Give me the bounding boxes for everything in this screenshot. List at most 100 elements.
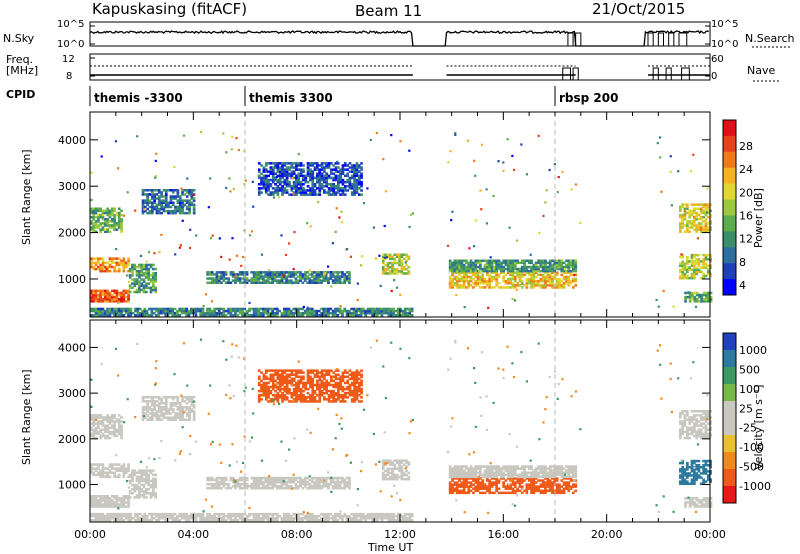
velocity-cell: [278, 476, 281, 480]
velocity-cell: [151, 416, 154, 419]
power-cell: [122, 314, 126, 317]
velocity-cell: [341, 480, 344, 484]
velocity-cell: [285, 375, 289, 378]
velocity-cell: [285, 379, 289, 383]
velocity-cell: [329, 480, 333, 484]
power-cell: [306, 314, 309, 317]
power-cell: [483, 259, 487, 262]
velocity-cell: [113, 473, 116, 477]
velocity-cell: [257, 400, 261, 403]
power-cell: [142, 265, 146, 269]
power-cell: [451, 282, 454, 285]
power-cell: [690, 213, 694, 217]
velocity-cell: [386, 477, 390, 481]
velocity-cell: [388, 467, 392, 471]
power-cell: [693, 253, 696, 257]
velocity-cell: [465, 467, 468, 470]
power-cell: [460, 267, 464, 271]
power-cell: [142, 272, 146, 275]
velocity-cell: [391, 471, 394, 475]
power-cell: [273, 275, 277, 278]
power-cell: [709, 215, 712, 219]
power-cell: [681, 253, 684, 257]
power-cell: [483, 279, 487, 283]
power-cell: [152, 307, 156, 311]
power-cell: [465, 265, 468, 269]
power-cell: [448, 259, 452, 262]
power-cell: [295, 174, 298, 178]
power-cell: [683, 276, 687, 280]
power-speck: [160, 233, 163, 236]
velocity-cell: [229, 487, 233, 490]
power-cell: [546, 279, 550, 283]
power-cell: [448, 267, 452, 271]
power-cell: [334, 279, 337, 282]
velocity-cell: [262, 375, 266, 378]
velocity-cell: [462, 475, 466, 479]
power-speck: [134, 209, 137, 212]
velocity-cell: [192, 418, 196, 421]
velocity-cell: [171, 410, 175, 413]
power-cell: [311, 178, 315, 182]
power-cell: [690, 260, 694, 263]
power-cell: [562, 286, 566, 289]
velocity-cell: [315, 476, 319, 480]
power-cell: [140, 278, 144, 281]
power-cell: [693, 222, 696, 225]
power-cell: [565, 265, 568, 269]
power-cell: [297, 189, 301, 192]
power-cell: [702, 264, 705, 267]
power-cell: [332, 178, 335, 182]
power-cell: [290, 170, 294, 173]
power-cell: [325, 162, 328, 165]
power-cell: [332, 187, 335, 190]
power-cell: [690, 211, 694, 215]
power-cell: [359, 309, 363, 313]
power-cell: [183, 211, 187, 215]
velocity-cell: [341, 487, 344, 490]
velocity-cell: [94, 422, 98, 425]
velocity-cell: [113, 422, 116, 425]
power-cell: [695, 203, 698, 206]
power-cell: [122, 289, 126, 293]
power-cell: [371, 311, 374, 315]
power-cell: [153, 205, 156, 209]
power-cell: [117, 213, 121, 217]
power-cell: [537, 261, 540, 265]
velocity-cell: [460, 467, 464, 470]
power-cell: [679, 209, 682, 213]
power-speck: [204, 293, 208, 296]
velocity-cell: [330, 375, 333, 378]
velocity-cell: [128, 473, 132, 477]
power-speck: [693, 260, 696, 263]
power-cell: [299, 279, 302, 282]
power-cell: [511, 271, 515, 274]
power-cell: [688, 209, 691, 213]
power-cell: [157, 311, 161, 315]
power-cell: [220, 273, 223, 276]
power-speck: [538, 231, 541, 234]
power-cell: [280, 311, 284, 315]
velocity-cell: [329, 478, 333, 482]
velocity-cell: [574, 489, 578, 493]
power-cell: [301, 281, 305, 284]
power-cell: [339, 189, 342, 192]
velocity-cell: [285, 369, 289, 372]
velocity-cell: [252, 476, 256, 480]
power-cell: [110, 218, 114, 221]
power-cell: [518, 267, 522, 271]
velocity-cell: [113, 505, 116, 508]
power-cell: [476, 277, 480, 281]
velocity-cell: [297, 394, 301, 397]
velocity-cell: [483, 485, 487, 488]
power-cell: [297, 162, 301, 165]
velocity-cell: [152, 490, 155, 493]
velocity-cell: [183, 395, 187, 399]
power-cell: [278, 273, 281, 276]
power-cell: [472, 271, 475, 274]
velocity-cell: [294, 487, 298, 490]
velocity-cell: [400, 459, 404, 462]
power-cell: [138, 272, 141, 275]
power-cell: [451, 263, 454, 267]
power-cell: [560, 261, 564, 265]
